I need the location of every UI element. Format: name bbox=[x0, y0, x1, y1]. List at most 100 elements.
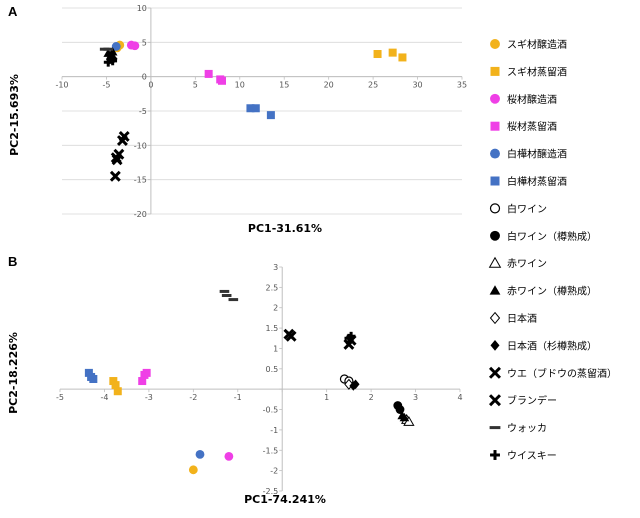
pa-series-1-point-0 bbox=[373, 50, 382, 59]
legend-marker-0-shape bbox=[490, 39, 500, 49]
legend-marker-14 bbox=[489, 426, 501, 430]
pb-series-15-point-0-stroke-2 bbox=[347, 333, 351, 343]
pb-x-tick-label-6: 1 bbox=[324, 393, 329, 402]
pa-series-14-point-1-shape bbox=[103, 47, 114, 51]
pb-series-5-point-2-shape bbox=[89, 375, 98, 383]
pa-series-4-point-0 bbox=[111, 42, 121, 51]
pa-x-tick-label-6: 20 bbox=[324, 81, 334, 90]
legend-marker-13 bbox=[488, 394, 502, 407]
legend-marker-5-shape bbox=[490, 176, 500, 186]
pa-series-15-point-1 bbox=[108, 56, 118, 66]
pb-series-0-point-0-shape bbox=[188, 465, 198, 475]
pa-series-12-point-4 bbox=[111, 154, 123, 166]
pa-series-3-point-2 bbox=[218, 76, 226, 85]
pa-series-13-point-0 bbox=[109, 170, 121, 182]
pb-series-14-point-1 bbox=[221, 294, 232, 298]
pa-series-1-point-2-shape bbox=[398, 53, 407, 62]
pb-series-15-point-1 bbox=[346, 331, 356, 341]
legend-marker-7 bbox=[490, 230, 500, 241]
legend-marker-11 bbox=[490, 340, 500, 351]
pa-x-axis-title: PC1-31.61% bbox=[248, 222, 322, 235]
pb-y-axis-title: PC2-18.226% bbox=[7, 332, 20, 414]
pa-series-5-point-2 bbox=[266, 111, 275, 120]
pa-series-13-point-0-stroke-2 bbox=[109, 170, 121, 182]
pb-series-14-point-2 bbox=[228, 298, 239, 302]
pa-series-4-point-0-shape bbox=[111, 42, 121, 51]
legend-label-14: ウォッカ bbox=[507, 423, 547, 435]
pa-x-tick-label-1: -5 bbox=[102, 81, 110, 90]
pb-x-tick-label-3: -2 bbox=[189, 393, 197, 402]
legend-label-1: スギ材蒸留酒 bbox=[507, 65, 567, 78]
pa-series-5-point-2-shape bbox=[266, 111, 275, 120]
pa-x-tick-label-0: -10 bbox=[55, 81, 68, 90]
pa-series-2-point-1 bbox=[130, 41, 140, 51]
pb-y-tick-label-4: -0.5 bbox=[263, 406, 279, 415]
pa-series-1-point-1 bbox=[388, 48, 397, 57]
legend-marker-6-shape bbox=[489, 203, 501, 214]
legend-label-2: 桜材醸造酒 bbox=[507, 93, 557, 106]
pb-y-tick-label-9: 2 bbox=[273, 304, 278, 313]
pb-x-tick-label-1: -4 bbox=[100, 393, 108, 402]
legend-label-7: 白ワイン（樽熟成） bbox=[507, 230, 597, 243]
pb-series-1-point-2 bbox=[113, 387, 122, 396]
legend-marker-9-shape bbox=[489, 285, 501, 295]
pb-series-4-point-0 bbox=[195, 449, 205, 459]
legend-label-6: 白ワイン bbox=[507, 202, 547, 215]
pb-x-tick-label-9: 4 bbox=[457, 393, 462, 402]
legend-marker-10 bbox=[489, 311, 501, 325]
legend-marker-3-shape bbox=[490, 121, 500, 131]
panel-a-scatter: -10 -5 0 5 10 15 20 25 30 35 -20 -15 -10 -5 0 5 10 PC1-31… bbox=[8, 4, 467, 235]
pb-x-tick-label-0: -5 bbox=[56, 393, 64, 402]
pa-x-tick-label-9: 35 bbox=[457, 81, 467, 90]
pb-series-15-point-0 bbox=[344, 333, 354, 343]
pb-series-3-point-2-shape bbox=[142, 368, 151, 377]
pa-series-2-point-1-shape bbox=[130, 41, 140, 51]
pb-y-tick-label-11: 3 bbox=[273, 263, 278, 272]
pa-y-tick-label-6: 10 bbox=[137, 4, 147, 13]
pa-series-1-point-1-shape bbox=[388, 48, 397, 57]
pa-x-tick-label-7: 25 bbox=[368, 81, 378, 90]
pb-series-14-point-1-shape bbox=[221, 294, 232, 298]
legend-label-5: 白樺材蒸留酒 bbox=[507, 175, 567, 188]
pb-series-14-point-2-shape bbox=[228, 298, 239, 302]
pb-x-tick-label-7: 2 bbox=[369, 393, 374, 402]
pb-y-tick-label-2: -1.5 bbox=[263, 446, 279, 455]
pa-y-tick-label-3: -5 bbox=[139, 107, 147, 116]
pb-series-14-point-0-shape bbox=[219, 289, 230, 293]
legend-label-11: 日本酒（杉樽熟成） bbox=[507, 339, 597, 352]
pa-series-15-point-0 bbox=[103, 57, 113, 67]
pb-series-0-point-0 bbox=[188, 465, 198, 475]
legend-marker-0 bbox=[490, 39, 500, 49]
pb-series-1-point-2-shape bbox=[113, 387, 122, 396]
pa-series-1-point-0-shape bbox=[373, 50, 382, 59]
pb-y-tick-label-7: 1 bbox=[273, 344, 278, 353]
pa-y-tick-label-1: -15 bbox=[134, 176, 147, 185]
legend-marker-8-shape bbox=[488, 256, 502, 268]
pa-series-5-point-1 bbox=[251, 104, 260, 113]
legend-marker-2 bbox=[490, 93, 500, 104]
pb-y-tick-label-1: -2 bbox=[270, 467, 278, 476]
pb-series-1-point-0-shape bbox=[109, 377, 118, 386]
pb-series-5-point-2 bbox=[89, 375, 98, 383]
pa-x-tick-label-3: 5 bbox=[193, 81, 198, 90]
pb-series-11-point-1-shape bbox=[351, 379, 360, 390]
pb-x-axis-title: PC1-74.241% bbox=[244, 493, 326, 506]
legend-marker-4-shape bbox=[490, 148, 500, 159]
pa-y-tick-label-0: -20 bbox=[134, 210, 147, 219]
pb-series-4-point-0-shape bbox=[195, 449, 205, 459]
pb-y-tick-label-0: -2.5 bbox=[263, 487, 279, 496]
legend-marker-12 bbox=[488, 366, 502, 379]
pa-series-5-point-1-shape bbox=[251, 104, 260, 113]
pb-series-1-point-1 bbox=[111, 381, 120, 390]
pb-x-tick-label-8: 3 bbox=[413, 393, 418, 402]
pb-y-tick-label-6: 0.5 bbox=[265, 365, 278, 374]
legend-marker-6 bbox=[489, 203, 501, 214]
legend-marker-7-shape bbox=[490, 230, 500, 241]
legend-marker-1-shape bbox=[490, 66, 500, 76]
pb-series-2-point-0 bbox=[224, 451, 234, 461]
pa-x-tick-label-5: 15 bbox=[279, 81, 289, 90]
pb-series-11-point-1 bbox=[351, 379, 360, 390]
pb-series-1-point-0 bbox=[109, 377, 118, 386]
pb-panel-letter: B bbox=[8, 254, 17, 269]
